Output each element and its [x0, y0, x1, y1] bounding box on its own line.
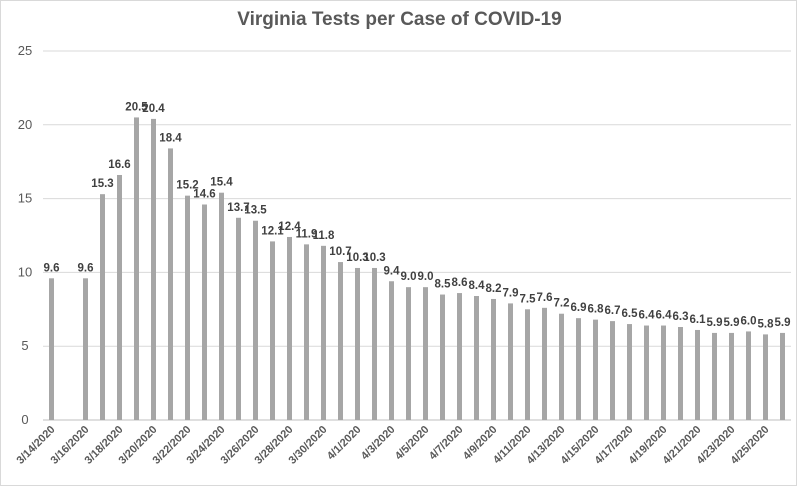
- data-label: 7.9: [503, 287, 519, 299]
- bar: [610, 321, 615, 420]
- bar: [576, 318, 581, 420]
- data-label: 14.6: [193, 189, 215, 201]
- data-label: 5.8: [758, 318, 775, 330]
- bar: [134, 117, 139, 421]
- bar: [712, 332, 717, 420]
- bar: [661, 325, 666, 420]
- data-label: 20.4: [142, 103, 165, 115]
- chart-title: Virginia Tests per Case of COVID-19: [237, 9, 562, 30]
- bar: [389, 281, 394, 420]
- bar: [678, 327, 683, 420]
- data-label: 6.0: [741, 315, 757, 327]
- data-label: 10.3: [363, 252, 385, 264]
- bar: [542, 307, 547, 420]
- bar: [321, 245, 326, 420]
- data-label: 7.2: [554, 298, 570, 310]
- data-label: 6.5: [622, 308, 639, 320]
- data-label: 15.4: [210, 177, 233, 189]
- bar: [372, 267, 377, 420]
- data-label: 11.9: [296, 228, 318, 240]
- x-tick-label: 4/7/2020: [427, 424, 466, 463]
- bar: [457, 293, 462, 420]
- data-label: 11.8: [313, 230, 335, 242]
- x-tick-label: 4/3/2020: [359, 424, 398, 463]
- data-label: 10.7: [329, 246, 351, 258]
- bar: [287, 236, 292, 420]
- bar: [627, 324, 632, 420]
- y-tick-label: 20: [18, 117, 32, 132]
- bar: [219, 192, 224, 420]
- data-label: 7.5: [520, 293, 537, 305]
- data-label: 13.7: [227, 202, 249, 214]
- data-label: 9.6: [44, 262, 60, 274]
- data-label: 6.4: [656, 310, 673, 322]
- bar: [202, 204, 207, 420]
- data-label: 8.6: [452, 277, 468, 289]
- bar: [117, 174, 122, 420]
- data-label: 6.1: [690, 314, 707, 326]
- bar: [406, 287, 411, 420]
- bar: [185, 195, 190, 420]
- data-label: 7.6: [537, 292, 553, 304]
- bar: [780, 332, 785, 420]
- data-label: 6.4: [639, 310, 656, 322]
- data-label: 6.3: [673, 311, 689, 323]
- data-label: 8.5: [435, 279, 452, 291]
- bar: [338, 262, 343, 420]
- data-label: 12.4: [278, 221, 301, 233]
- bar: [593, 319, 598, 420]
- data-label: 10.3: [346, 252, 368, 264]
- bar: [491, 298, 496, 420]
- bar: [151, 118, 156, 421]
- data-label: 9.0: [418, 271, 434, 283]
- y-tick-label: 0: [21, 412, 28, 427]
- data-label: 15.2: [176, 180, 198, 192]
- bar: [474, 296, 479, 420]
- bar: [49, 278, 54, 420]
- data-label: 9.0: [401, 271, 417, 283]
- data-label: 20.5: [125, 101, 148, 113]
- data-label: 5.9: [775, 317, 791, 329]
- bar: [525, 309, 530, 420]
- x-tick-label: 4/1/2020: [325, 424, 364, 463]
- data-label: 6.9: [571, 302, 587, 314]
- data-label: 8.2: [486, 283, 502, 295]
- y-tick-label: 15: [18, 191, 32, 206]
- y-tick-label: 5: [21, 338, 28, 353]
- bar: [100, 194, 105, 420]
- bar: [559, 313, 564, 420]
- data-label: 18.4: [159, 132, 182, 144]
- data-label: 13.5: [244, 205, 267, 217]
- data-label: 9.6: [78, 262, 94, 274]
- bar: [270, 241, 275, 420]
- bar: [763, 334, 768, 420]
- data-label: 5.9: [724, 317, 740, 329]
- bar: [355, 267, 360, 420]
- data-label: 6.7: [605, 305, 621, 317]
- data-label: 12.1: [261, 225, 284, 237]
- bar: [83, 278, 88, 420]
- data-label: 15.3: [91, 178, 113, 190]
- data-label: 16.6: [108, 159, 130, 171]
- data-label: 9.4: [384, 265, 401, 277]
- bar: [644, 325, 649, 420]
- bar: [168, 148, 173, 420]
- bar: [746, 331, 751, 420]
- y-tick-label: 25: [18, 43, 32, 58]
- data-label: 8.4: [469, 280, 486, 292]
- bar: [440, 294, 445, 420]
- bar: [423, 287, 428, 420]
- bar: [304, 244, 309, 420]
- bar: [508, 303, 513, 420]
- y-tick-label: 10: [18, 264, 32, 279]
- bar: [253, 220, 258, 420]
- x-tick-label: 4/5/2020: [393, 424, 432, 463]
- bar: [695, 329, 700, 420]
- data-label: 6.8: [588, 304, 605, 316]
- bar: [236, 217, 241, 420]
- bar: [729, 332, 734, 420]
- data-label: 5.9: [707, 317, 723, 329]
